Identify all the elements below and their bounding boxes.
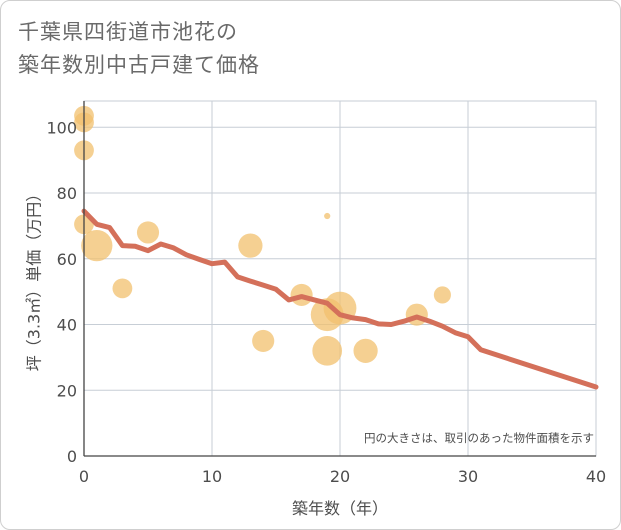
average-price-line xyxy=(81,208,599,390)
axes xyxy=(83,101,596,457)
x-tick-label: 20 xyxy=(330,467,350,486)
average-line-series xyxy=(81,208,599,390)
x-tick-label: 30 xyxy=(458,467,478,486)
y-axis-title: 坪（3.3㎡）単価（万円） xyxy=(25,186,44,371)
y-tick-label: 80 xyxy=(57,184,77,203)
bubble-size-note: 円の大きさは、取引のあった物件面積を示す xyxy=(364,431,594,445)
data-bubble xyxy=(112,278,133,299)
x-axis-title: 築年数（年） xyxy=(292,499,388,518)
data-bubble xyxy=(252,329,275,353)
data-bubble xyxy=(353,338,378,363)
data-bubble xyxy=(136,221,160,244)
data-bubble xyxy=(81,229,113,262)
data-bubble xyxy=(324,212,331,220)
grid-lines xyxy=(83,100,597,457)
axis-labels: 築年数（年） 坪（3.3㎡）単価（万円） 円の大きさは、取引のあった物件面積を示… xyxy=(25,118,607,518)
data-bubble xyxy=(238,233,263,258)
data-bubble xyxy=(312,335,343,366)
chart-title: 千葉県四街道市池花の 築年数別中古戸建て価格 xyxy=(18,16,260,82)
y-tick-label: 40 xyxy=(57,316,77,335)
chart-title-line-2: 築年数別中古戸建て価格 xyxy=(18,53,260,77)
x-tick-label: 0 xyxy=(79,467,89,486)
y-tick-label: 20 xyxy=(57,381,77,400)
data-bubble xyxy=(433,286,451,304)
y-tick-label: 60 xyxy=(57,250,77,269)
x-tick-label: 40 xyxy=(586,467,606,486)
y-tick-label: 0 xyxy=(67,447,77,466)
chart-title-line-1: 千葉県四街道市池花の xyxy=(18,20,238,44)
y-tick-label: 100 xyxy=(46,118,77,137)
bubble-series xyxy=(74,105,451,366)
x-tick-label: 10 xyxy=(202,467,222,486)
